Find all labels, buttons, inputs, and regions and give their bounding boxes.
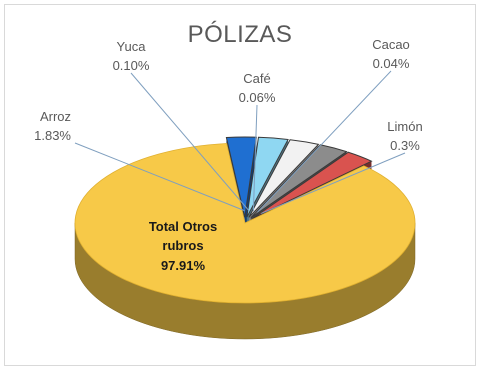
pie-slice-cacao	[250, 144, 348, 219]
chart-frame: PÓLIZAS Arroz 1.83% Yuca 0.10% Café 0.06% Caca…	[4, 4, 476, 366]
leader-line-caf-	[252, 104, 258, 212]
pie-slice-total-otros-rubros	[74, 143, 416, 304]
slice-label-arroz: Arroz 1.83%	[34, 109, 71, 143]
slice-label-cacao: Cacao 0.04%	[372, 37, 410, 71]
slice-label-caf-: Café 0.06%	[239, 71, 276, 105]
chart-title: PÓLIZAS	[187, 21, 293, 48]
pie-slice-yuca	[246, 136, 289, 218]
pie-slice-lim-n	[252, 151, 373, 219]
slice-label-yuca: Yuca 0.10%	[113, 39, 150, 73]
pie-slice-caf-	[248, 139, 320, 218]
slice-label-total-otros-rubros: Total Otros rubros 97.91%	[149, 219, 217, 273]
pie-chart: Arroz 1.83% Yuca 0.10% Café 0.06% Cacao 0.04% Li…	[34, 37, 423, 340]
leader-line-lim-n	[261, 152, 406, 214]
leader-line-yuca	[130, 72, 250, 212]
leader-line-arroz	[74, 142, 245, 212]
leader-line-cacao	[257, 70, 392, 213]
slice-label-lim-n: Limón 0.3%	[387, 119, 422, 153]
